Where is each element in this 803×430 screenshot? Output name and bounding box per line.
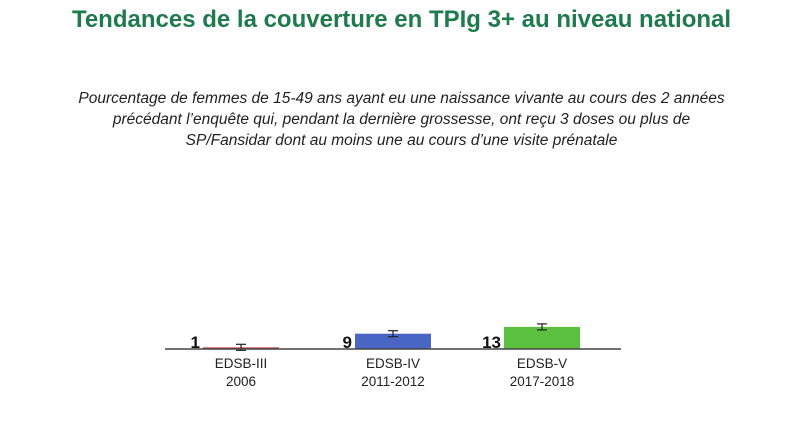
error-bar: [537, 323, 547, 331]
category-period-label: 2017-2018: [510, 374, 575, 389]
value-label: 9: [343, 333, 352, 352]
value-label: 1: [191, 333, 200, 352]
category-label: EDSB-V: [517, 356, 567, 371]
category-period-label: 2011-2012: [361, 374, 425, 389]
error-bar: [388, 330, 398, 338]
bar-edsb-v: [504, 326, 580, 349]
chart-title: Tendances de la couverture en TPIg 3+ au…: [71, 6, 732, 33]
category-label: EDSB-IV: [366, 356, 420, 371]
chart-subtitle: Pourcentage de femmes de 15-49 ans ayant…: [78, 90, 725, 149]
category-period-label: 2006: [226, 374, 256, 389]
category-label: EDSB-III: [215, 356, 268, 371]
bar-edsb-iv: [355, 333, 431, 349]
value-label: 13: [482, 333, 501, 352]
